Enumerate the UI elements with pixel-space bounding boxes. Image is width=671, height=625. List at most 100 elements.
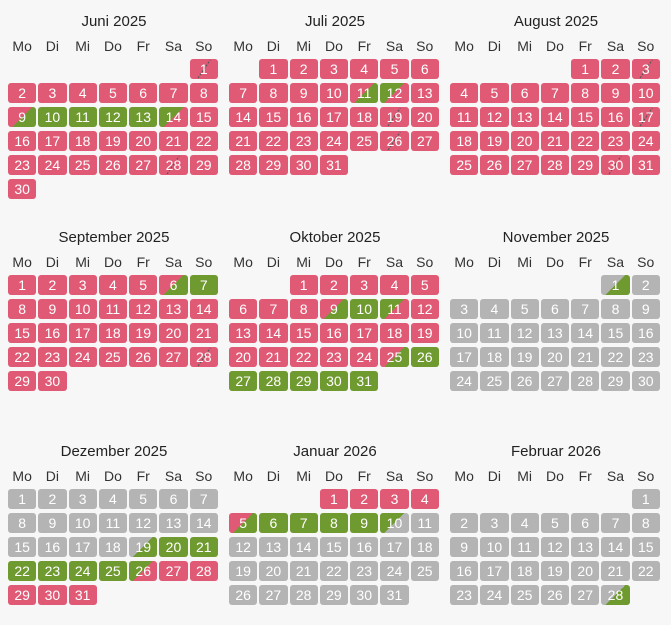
day-cell-31[interactable]: 31 [350,371,379,391]
day-cell-8: 8 [8,513,37,533]
weekday-label: Mi [296,38,312,54]
day-cell-23[interactable]: 23 [38,561,67,581]
day-grid: 1 2 3 4 5 6 7 8 9 10 11 12 13 14 15 16 17 18 19 20 21 22 23 24 2… [450,489,662,605]
weekday-label: So [416,254,434,270]
changeover-slash-icon [608,155,622,175]
day-cell-14: 14 [229,107,258,127]
day-cell-27: 27 [259,585,288,605]
weekday-header: Mo Di Mi Do Fr Sa So [450,36,662,56]
day-cell-5: 5 [510,299,539,319]
weekday-label: Mi [75,468,91,484]
day-cell-7[interactable]: 7 [289,513,318,533]
day-cell-8: 8 [601,299,630,319]
day-cell-9: 9 [601,83,630,103]
weekday-label: Mi [296,468,312,484]
day-cell-3: 3 [450,299,479,319]
day-cell-28[interactable]: 28 [601,585,630,605]
day-cell-11[interactable]: 11 [350,83,379,103]
day-cell-10[interactable]: 10 [380,513,409,533]
day-cell-21: 21 [159,131,188,151]
day-cell-14[interactable]: 14 [159,107,188,127]
weekday-label: Fr [136,254,150,270]
day-cell-9[interactable]: 9 [350,513,379,533]
day-cell-7[interactable]: 7 [189,275,218,295]
day-cell-22[interactable]: 22 [8,561,37,581]
day-cell-24[interactable]: 24 [68,561,97,581]
day-cell-21: 21 [259,347,288,367]
day-cell-29[interactable]: 29 [289,371,318,391]
day-cell-4: 4 [98,275,128,295]
day-cell-6[interactable]: 6 [159,275,188,295]
day-cell-25[interactable]: 25 [98,561,128,581]
day-cell-12: 12 [410,299,439,319]
day-cell-12[interactable]: 12 [98,107,128,127]
day-cell-7: 7 [189,489,218,509]
day-cell-27[interactable]: 27 [229,371,258,391]
day-cell-7: 7 [259,299,288,319]
day-cell-25[interactable]: 25 [380,347,409,367]
day-cell-4: 4 [68,83,97,103]
day-cell-24: 24 [319,131,349,151]
day-cell-26[interactable]: 26 [129,561,158,581]
day-cell-5[interactable]: 5 [229,513,258,533]
day-grid: 1 2 3 4 5 6 7 8 9 10 11 12 13 14 15 16 17 18 19 20 21 22 23 24 2… [450,275,662,391]
day-cell-13[interactable]: 13 [129,107,158,127]
month-title: November 2025 [502,229,610,246]
day-cell-20: 20 [229,347,258,367]
weekday-label: Mo [12,38,32,54]
day-cell-30[interactable]: 30 [319,371,349,391]
weekday-label: Do [103,254,122,270]
day-cell-19: 19 [480,131,509,151]
day-cell-15: 15 [571,107,600,127]
day-cell-23: 23 [38,347,67,367]
month-juni-2025: Juni 2025 Mo Di Mi Do Fr Sa So 1 2 3 4 5 6 7 8 9 10 11 12 13… [8,12,220,199]
weekday-label: Sa [385,38,404,54]
day-cell-10[interactable]: 10 [350,299,379,319]
day-cell-3: 3 [480,513,509,533]
day-cell-6: 6 [159,489,188,509]
day-cell-19[interactable]: 19 [129,537,158,557]
day-cell-14: 14 [189,513,218,533]
day-cell-9[interactable]: 9 [319,299,349,319]
day-cell-27: 27 [159,561,188,581]
day-cell-2: 2 [289,59,318,79]
day-cell-20[interactable]: 20 [159,537,188,557]
day-cell-23: 23 [450,585,479,605]
day-cell-11[interactable]: 11 [68,107,97,127]
month-august-2025: August 2025 Mo Di Mi Do Fr Sa So 1 2 3 4 5 6 7 8 9 10 11 12… [450,12,662,175]
day-cell-1: 1 [8,489,37,509]
day-cell-8[interactable]: 8 [319,513,349,533]
day-cell-25: 25 [68,155,97,175]
day-cell-24: 24 [631,131,660,151]
day-cell-18: 18 [98,537,128,557]
day-cell-7: 7 [601,513,630,533]
weekday-label: Sa [606,468,625,484]
day-cell-17: 17 [319,107,349,127]
day-cell-10[interactable]: 10 [38,107,67,127]
day-cell-1: 1 [631,489,660,509]
day-cell-9[interactable]: 9 [8,107,37,127]
day-cell-9: 9 [38,299,67,319]
day-cell-10: 10 [319,83,349,103]
day-cell-19: 19 [380,107,409,127]
day-cell-20: 20 [129,131,158,151]
day-cell-13: 13 [410,83,439,103]
month-title: August 2025 [513,13,599,30]
day-cell-6[interactable]: 6 [259,513,288,533]
day-cell-16: 16 [631,323,660,343]
day-cell-24: 24 [350,347,379,367]
day-cell-1[interactable]: 1 [601,275,630,295]
day-cell-28[interactable]: 28 [259,371,288,391]
day-cell-3: 3 [68,275,97,295]
month-title: Dezember 2025 [60,443,168,460]
changeover-slash-icon [197,59,211,79]
month-februar-2026: Februar 2026 Mo Di Mi Do Fr Sa So 1 2 3 4 5 6 7 8 9 10 11 1… [450,442,662,605]
day-cell-2: 2 [601,59,630,79]
day-cell-21[interactable]: 21 [189,537,218,557]
day-cell-2: 2 [450,513,479,533]
day-cell-21: 21 [229,131,258,151]
day-cell-12[interactable]: 12 [380,83,409,103]
day-cell-26[interactable]: 26 [410,347,439,367]
weekday-header: Mo Di Mi Do Fr Sa So [8,252,220,272]
day-cell-11[interactable]: 11 [380,299,409,319]
